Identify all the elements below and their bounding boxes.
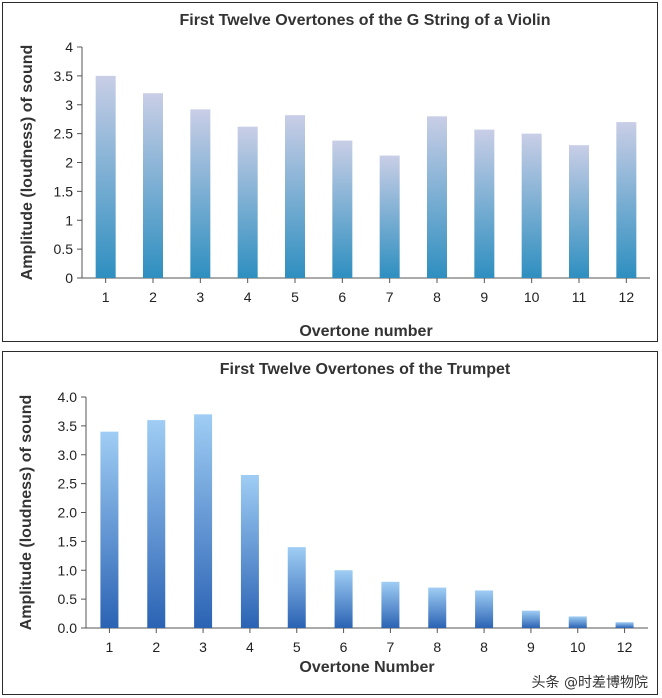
bar-overtone-7 [381, 581, 400, 628]
bar-overtone-6 [334, 570, 353, 628]
x-tick-label: 9 [527, 639, 535, 655]
bar-overtone-10 [568, 616, 587, 628]
y-tick-label: 1.0 [58, 562, 78, 578]
x-tick-label: 7 [386, 289, 394, 305]
bar-overtone-9 [474, 129, 495, 278]
watermark-text: 头条 @时差博物院 [531, 675, 648, 691]
x-axis-label: Overtone number [299, 323, 432, 340]
y-tick-label: 1 [65, 212, 73, 228]
x-tick-label: 12 [617, 639, 633, 655]
bar-overtone-2 [147, 420, 166, 628]
bar-overtone-5 [287, 547, 306, 628]
bar-overtone-12 [615, 622, 634, 628]
x-tick-label: 5 [293, 639, 301, 655]
bar-overtone-2 [143, 93, 163, 278]
violin-overtones-chart: First Twelve Overtones of the G String o… [19, 12, 650, 340]
y-tick-label: 0 [65, 270, 73, 286]
y-tick-label: 2.5 [54, 126, 74, 142]
x-tick-label: 3 [199, 639, 207, 655]
y-tick-label: 2 [65, 155, 73, 171]
bar-overtone-8 [427, 116, 447, 278]
x-tick-label: 10 [524, 289, 540, 305]
y-tick-label: 0.0 [58, 620, 78, 636]
y-axis-label: Amplitude (loudness) of sound [19, 45, 36, 281]
y-tick-label: 1.5 [58, 533, 78, 549]
y-tick-label: 4 [65, 39, 73, 55]
bar-overtone-1 [95, 75, 116, 278]
chart-title: First Twelve Overtones of the Trumpet [220, 361, 511, 378]
bar-overtone-12 [616, 122, 637, 278]
bar-overtone-9 [521, 610, 540, 628]
y-tick-label: 3.5 [58, 418, 78, 434]
y-tick-label: 2.0 [58, 505, 78, 521]
x-tick-label: 4 [244, 289, 252, 305]
y-tick-label: 1.5 [54, 183, 74, 199]
bar-overtone-5 [285, 115, 305, 279]
x-tick-label: 1 [106, 639, 114, 655]
y-axis-label: Amplitude (loudness) of sound [18, 395, 35, 631]
violin-chart-panel: First Twelve Overtones of the G String o… [2, 2, 658, 342]
x-tick-label: 8 [433, 289, 441, 305]
bar-overtone-4 [237, 126, 258, 278]
x-tick-label: 9 [480, 289, 488, 305]
x-tick-label: 7 [387, 639, 395, 655]
bar-overtone-1 [100, 431, 119, 628]
bar-overtone-8 [475, 590, 494, 628]
x-tick-label: 6 [338, 289, 346, 305]
x-tick-label: 2 [149, 289, 157, 305]
y-tick-label: 3.0 [58, 447, 78, 463]
y-tick-label: 3.5 [54, 68, 74, 84]
trumpet-chart-panel: First Twelve Overtones of the Trumpet 0.0… [2, 351, 658, 695]
x-tick-label: 8 [433, 639, 441, 655]
bar-overtone-8 [428, 587, 447, 628]
y-tick-label: 0.5 [58, 591, 78, 607]
x-axis-label: Overtone Number [299, 659, 434, 676]
bar-overtone-3 [190, 109, 211, 279]
y-tick-label: 2.5 [58, 476, 78, 492]
x-tick-label: 11 [572, 289, 587, 305]
x-tick-label: 1 [102, 289, 110, 305]
x-tick-label: 6 [340, 639, 348, 655]
y-tick-label: 3 [65, 97, 73, 113]
x-tick-label: 4 [246, 639, 254, 655]
bar-overtone-3 [194, 414, 213, 628]
bar-overtone-11 [569, 145, 589, 278]
trumpet-overtones-chart: First Twelve Overtones of the Trumpet 0.0… [18, 361, 648, 676]
bar-overtone-7 [379, 155, 400, 278]
bar-overtone-4 [240, 474, 259, 628]
chart-title: First Twelve Overtones of the G String o… [179, 12, 550, 29]
bar-overtone-6 [332, 140, 353, 278]
x-tick-label: 3 [196, 289, 204, 305]
x-tick-label: 10 [570, 639, 586, 655]
y-tick-label: 4.0 [58, 389, 78, 405]
y-tick-label: 0.5 [54, 241, 74, 257]
x-tick-label: 12 [619, 289, 635, 305]
x-tick-label: 5 [291, 289, 299, 305]
bar-overtone-10 [521, 133, 542, 278]
x-tick-label: 8 [480, 639, 488, 655]
x-tick-label: 2 [152, 639, 160, 655]
